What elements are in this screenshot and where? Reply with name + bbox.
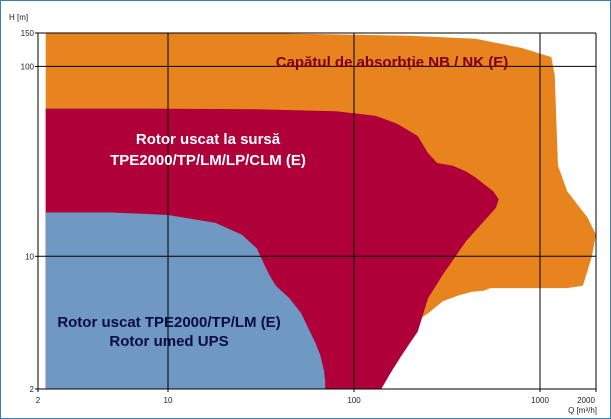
y-axis-label: H [m] xyxy=(9,13,28,22)
x-axis-label: Q [m³/h] xyxy=(568,406,597,415)
region-label-nb: Capătul de absorbție NB / NK (E) xyxy=(276,54,509,71)
x-tick-label: 1000 xyxy=(531,396,549,405)
grid-layer: 2 10 100 1000 2000 2 10 100 150 xyxy=(21,29,597,405)
x-tick-label: 100 xyxy=(347,396,361,405)
region-label-ups-line2: Rotor umed UPS xyxy=(109,333,228,350)
regions-layer xyxy=(45,33,596,389)
labels-layer: H [m] Q [m³/h] Capătul de absorbție NB /… xyxy=(9,13,597,415)
y-tick-label: 10 xyxy=(25,252,34,261)
x-tick-label: 10 xyxy=(164,396,173,405)
region-label-tpe-line1: Rotor uscat la sursă xyxy=(136,131,281,148)
y-tick-label: 2 xyxy=(30,385,35,394)
region-label-ups-line1: Rotor uscat TPE2000/TP/LM (E) xyxy=(57,314,280,331)
region-label-tpe-line2: TPE2000/TP/LM/LP/CLM (E) xyxy=(110,152,306,169)
x-tick-label: 2000 xyxy=(577,396,595,405)
x-tick-label: 2 xyxy=(36,396,41,405)
y-tick-label: 150 xyxy=(21,29,35,38)
y-tick-label: 100 xyxy=(21,62,35,71)
